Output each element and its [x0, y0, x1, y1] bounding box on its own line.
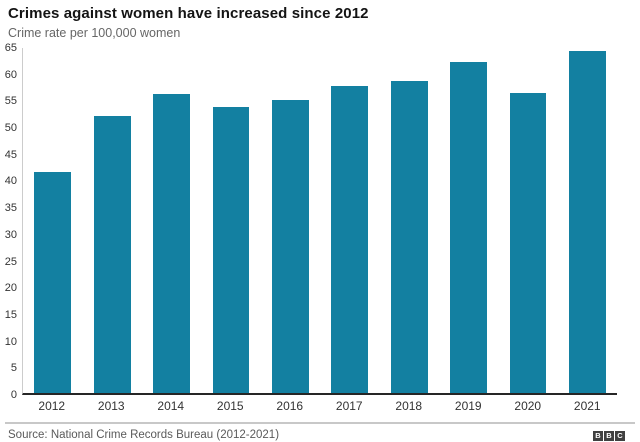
bar-slot-2021	[558, 48, 617, 393]
bar-2016	[271, 100, 309, 393]
plot-area	[22, 48, 617, 395]
footer: Source: National Crime Records Bureau (2…	[0, 424, 640, 442]
x-tick-label-2016: 2016	[276, 399, 304, 413]
y-axis: 0 5 10 15 20 25 30 35 40 45 50 55 60 65	[0, 42, 22, 401]
y-tick-label-65: 65	[4, 42, 17, 54]
y-tick-label-15: 15	[4, 308, 17, 321]
x-tick-label-2021: 2021	[573, 399, 601, 413]
x-tick-label-2020: 2020	[514, 399, 542, 413]
y-tick-label-0: 0	[10, 389, 17, 401]
bar-2012	[34, 171, 72, 393]
bar-slot-2019	[439, 48, 498, 393]
bar-slot-2018	[379, 48, 438, 393]
y-tick-label-60: 60	[4, 68, 17, 81]
footer-divider	[5, 422, 635, 424]
bar-slot-2017	[320, 48, 379, 393]
bar-2020	[509, 93, 547, 393]
y-tick-label-45: 45	[4, 148, 17, 161]
bar-slot-2015	[201, 48, 260, 393]
bbc-logo-block: C	[615, 430, 625, 441]
bar-slot-2020	[498, 48, 557, 393]
bar-2015	[212, 106, 250, 393]
x-axis: 2012 2013 2014 2015 2016 2017 2018 2019 2020 2021	[22, 395, 617, 413]
bbc-logo-block: B	[593, 430, 603, 441]
bar-series	[23, 48, 617, 393]
y-tick-label-25: 25	[4, 255, 17, 268]
bar-slot-2016	[261, 48, 320, 393]
x-tick-label-2014: 2014	[157, 399, 185, 413]
x-tick-label-2013: 2013	[97, 399, 125, 413]
bar-slot-2012	[23, 48, 82, 393]
bar-2013	[93, 115, 131, 393]
bar-2021	[568, 50, 606, 393]
bar-2014	[153, 94, 190, 393]
x-tick-label-2012: 2012	[38, 399, 66, 413]
x-tick-label-2017: 2017	[335, 399, 363, 413]
bar-2018	[390, 80, 428, 393]
bar-2017	[331, 85, 369, 393]
source-text: Source: National Crime Records Bureau (2…	[8, 429, 280, 441]
y-tick-label-5: 5	[10, 362, 17, 375]
chart-subtitle: Crime rate per 100,000 women	[8, 26, 181, 40]
bar-slot-2014	[142, 48, 201, 393]
bbc-logo-block: B	[604, 430, 614, 441]
y-tick-label-40: 40	[4, 175, 17, 188]
chart-title: Crimes against women have increased sinc…	[8, 5, 369, 22]
x-tick-label-2019: 2019	[454, 399, 482, 413]
bar-2019	[450, 61, 487, 393]
bar-slot-2013	[82, 48, 141, 393]
y-tick-label-55: 55	[4, 95, 17, 108]
x-tick-label-2015: 2015	[216, 399, 244, 413]
y-tick-label-35: 35	[4, 202, 17, 215]
x-tick-label-2018: 2018	[395, 399, 423, 413]
bar-chart: 0 5 10 15 20 25 30 35 40 45 50 55 60 65	[0, 42, 617, 401]
y-tick-label-30: 30	[4, 228, 17, 241]
y-tick-label-20: 20	[4, 282, 17, 295]
y-tick-label-10: 10	[4, 335, 17, 348]
y-tick-label-50: 50	[4, 122, 17, 135]
